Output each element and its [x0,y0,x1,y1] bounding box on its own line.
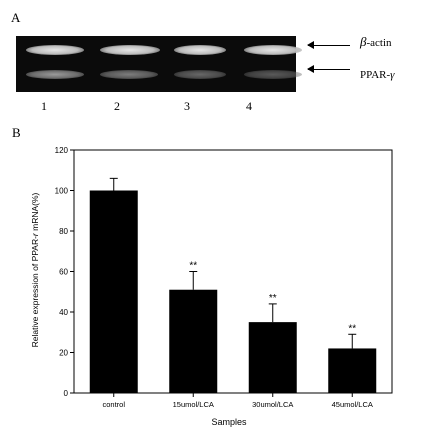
x-tick-label-3: 45umol/LCA [332,400,373,409]
band-ppar-lane-2 [100,70,158,79]
y-tick-label-6: 120 [55,146,69,155]
bar-1 [169,289,218,393]
chart-axes [70,149,393,397]
band-actin-lane-3 [174,45,226,55]
arrow-ppar [307,65,350,73]
y-tick-label-5: 100 [55,187,69,196]
band-ppar-lane-1 [26,70,84,79]
y-tick-label-3: 60 [59,268,68,277]
panel-b-label: B [12,125,21,140]
x-tick-label-2: 30umol/LCA [252,400,293,409]
bar-0 [89,190,138,393]
y-tick-label-0: 0 [64,389,69,398]
y-tick-label-2: 40 [59,308,68,317]
significance-marker-3: ** [348,323,356,334]
band-actin-lane-1 [26,45,84,55]
chart-bars [89,177,377,393]
y-tick-label-4: 80 [59,227,68,236]
lane-number-4: 4 [246,99,252,113]
label-beta-actin: β-actin [360,34,392,50]
panel-a-label: A [11,10,21,25]
x-axis-label: Samples [211,417,247,427]
lane-number-3: 3 [184,99,190,113]
chart-labels: 0 20 40 60 80 100 120 control 15umol/LCA ** 30umol… [55,146,373,409]
arrow-actin [307,41,350,49]
band-ppar-lane-4 [244,70,302,79]
bar-3 [328,348,377,393]
bar-2 [248,322,297,393]
lane-number-2: 2 [114,99,120,113]
y-axis-label-part-2: r [30,232,40,236]
actin-text: -actin [366,37,392,49]
label-ppar-gamma: PPAR-γ [360,69,395,81]
band-actin-lane-2 [100,45,160,55]
significance-marker-2: ** [269,293,277,304]
band-actin-lane-4 [244,45,302,55]
gel-image [16,36,302,92]
x-tick-label-0: control [102,400,125,409]
gamma-symbol: γ [390,69,395,81]
y-axis-label: Relative expression of PPAR-r mRNA(%) [30,192,40,347]
x-tick-label-1: 15umol/LCA [173,400,214,409]
lane-number-1: 1 [41,99,47,113]
y-axis-label-part-1: Relative expression of PPAR- [30,236,40,348]
ppar-text: PPAR- [360,69,391,81]
y-axis-label-part-3: mRNA(%) [30,192,40,233]
band-ppar-lane-3 [174,70,226,79]
y-tick-label-1: 20 [59,349,68,358]
significance-marker-1: ** [189,261,197,272]
beta-symbol: β [360,34,367,49]
